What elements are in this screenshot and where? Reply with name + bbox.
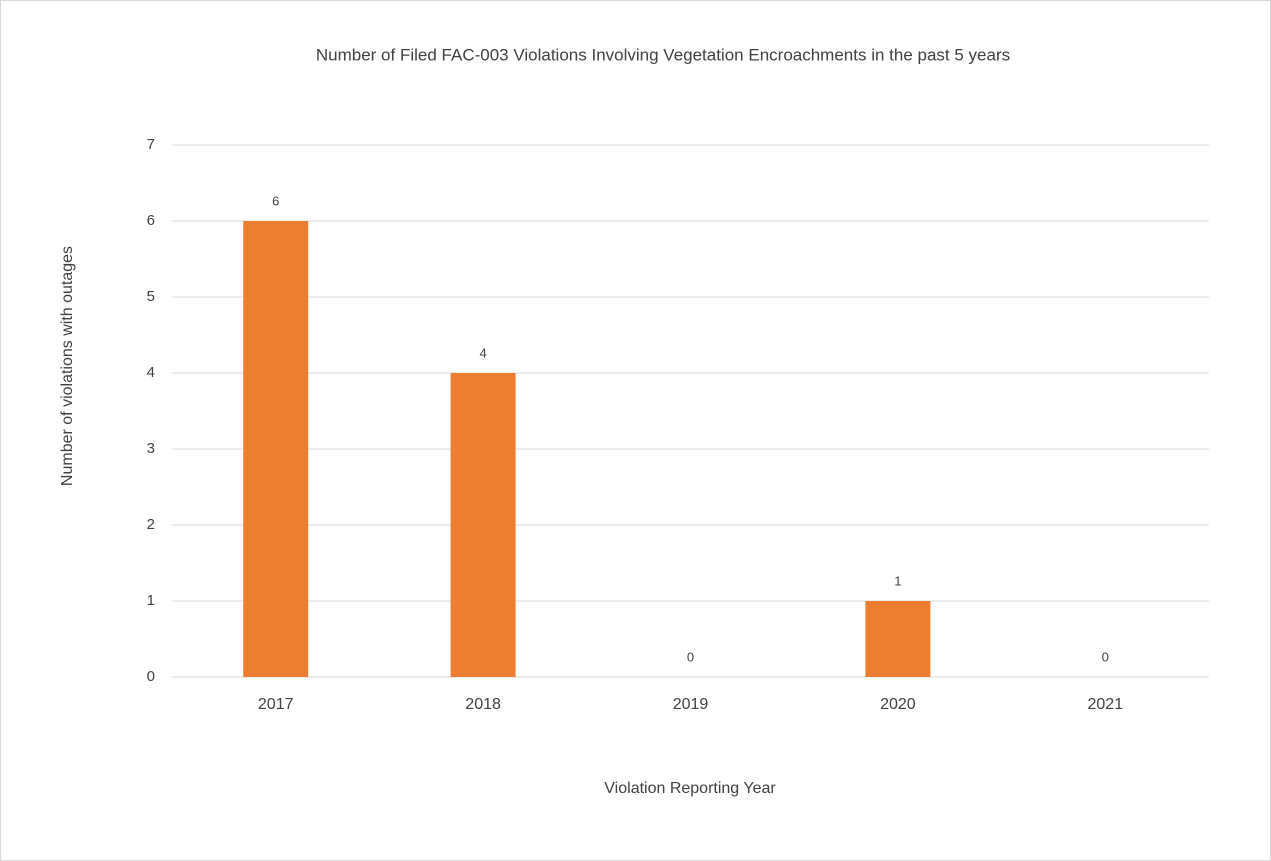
y-tick-label: 1 <box>147 592 155 609</box>
y-tick-label: 4 <box>147 364 155 381</box>
bar <box>243 221 309 677</box>
data-label: 0 <box>1102 649 1109 664</box>
bar <box>865 601 931 677</box>
chart-title: Number of Filed FAC-003 Violations Invol… <box>316 45 1010 64</box>
bar <box>450 373 516 677</box>
y-tick-label: 3 <box>147 440 155 457</box>
x-tick-label: 2018 <box>465 696 501 713</box>
x-tick-label: 2017 <box>258 696 294 713</box>
x-tick-label: 2020 <box>880 696 916 713</box>
y-tick-label: 7 <box>147 136 155 153</box>
x-tick-label: 2021 <box>1088 696 1124 713</box>
data-label: 0 <box>687 649 694 664</box>
data-label: 4 <box>479 345 486 360</box>
y-tick-label: 6 <box>147 212 155 229</box>
x-tick-label: 2019 <box>673 696 709 713</box>
data-label: 1 <box>894 573 901 588</box>
y-tick-label: 2 <box>147 516 155 533</box>
y-axis-label: Number of violations with outages <box>59 246 76 486</box>
y-tick-label: 0 <box>147 668 155 685</box>
data-label: 6 <box>272 193 279 208</box>
x-axis-label: Violation Reporting Year <box>604 780 776 797</box>
y-tick-label: 5 <box>147 288 155 305</box>
